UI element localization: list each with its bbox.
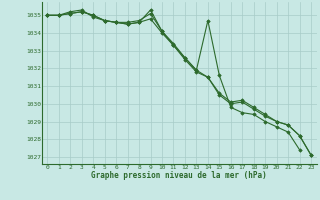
X-axis label: Graphe pression niveau de la mer (hPa): Graphe pression niveau de la mer (hPa) — [91, 171, 267, 180]
